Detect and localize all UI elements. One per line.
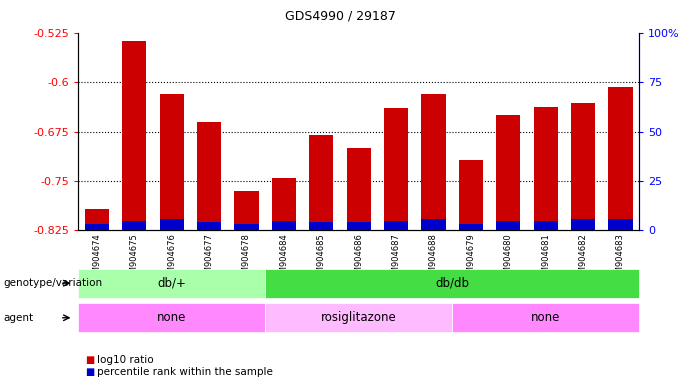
Bar [235,225,258,230]
Text: rosiglitazone: rosiglitazone [321,311,396,324]
Text: percentile rank within the sample: percentile rank within the sample [97,367,273,377]
Bar [459,225,483,230]
Bar [422,218,445,230]
Bar [384,220,408,230]
Bar [272,220,296,230]
Bar [309,222,333,230]
Bar [422,94,445,230]
Text: GDS4990 / 29187: GDS4990 / 29187 [284,10,396,23]
Bar [534,107,558,230]
Text: ■: ■ [85,355,95,365]
Bar [160,94,184,230]
Text: db/+: db/+ [157,277,186,290]
Bar [272,178,296,230]
Bar [122,220,146,230]
Bar [384,108,408,230]
Bar [197,222,221,230]
Bar [571,103,595,230]
Text: genotype/variation: genotype/variation [3,278,103,288]
Text: ■: ■ [85,367,95,377]
Text: db/db: db/db [435,277,469,290]
Bar [571,218,595,230]
Text: none: none [157,311,186,324]
Text: agent: agent [3,313,33,323]
Bar [534,220,558,230]
Text: log10 ratio: log10 ratio [97,355,154,365]
Bar [235,191,258,230]
Bar [496,220,520,230]
Bar [197,122,221,230]
Text: none: none [531,311,560,324]
Bar [496,115,520,230]
Bar [85,225,109,230]
Bar [85,209,109,230]
Bar [347,148,371,230]
Bar [609,87,632,230]
Bar [459,160,483,230]
Bar [347,222,371,230]
Bar [609,218,632,230]
Bar [122,41,146,230]
Bar [309,136,333,230]
Bar [160,218,184,230]
